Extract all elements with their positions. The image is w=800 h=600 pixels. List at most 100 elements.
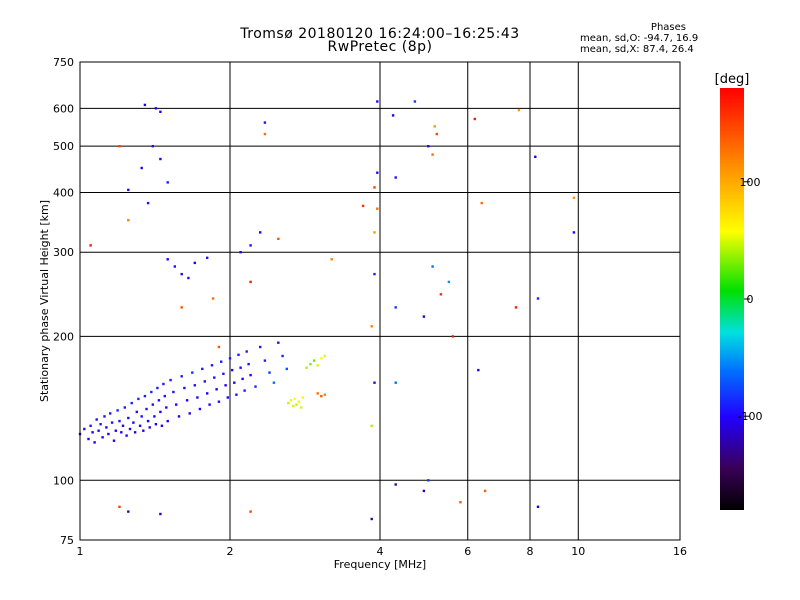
data-point [173,265,176,268]
data-point [93,441,96,444]
x-tick-label: 10 [571,545,585,558]
grid-lines [80,62,680,540]
data-point [110,421,114,424]
data-point [287,401,290,405]
data-point [431,265,434,268]
data-point [239,366,242,369]
data-point [150,390,153,394]
data-point [87,437,90,441]
colorbar [720,88,744,510]
data-point [237,353,240,356]
data-point [376,100,379,103]
data-point [435,132,438,136]
data-point [121,424,125,427]
data-point [159,110,162,113]
colorbar-label: [deg] [715,72,750,87]
data-point [245,350,248,353]
data-point [473,117,476,121]
data-point [162,382,165,386]
data-point [146,419,150,423]
data-point [394,381,397,384]
data-point [196,396,199,399]
x-tick-label: 1 [77,545,84,558]
data-point [151,403,154,406]
data-point [277,237,280,240]
data-point [206,256,209,259]
data-point [330,258,333,261]
data-point [316,364,319,367]
data-point [427,145,430,148]
x-axis-label: Frequency [MHz] [334,558,426,571]
data-point [137,397,140,401]
data-point [154,423,158,426]
data-point [135,410,138,414]
data-point [447,280,451,284]
x-tick-label: 16 [673,545,687,558]
data-point [376,207,379,210]
data-point [241,377,244,381]
data-point [211,297,215,300]
data-point [180,375,183,378]
data-point [127,416,130,420]
data-point [323,393,326,396]
data-point [249,510,252,513]
data-point [217,345,221,349]
data-point [143,103,147,107]
data-point [249,280,252,284]
data-point [109,412,112,415]
data-point [180,306,183,309]
data-point [220,360,223,363]
data-point [138,424,142,427]
data-point [422,315,426,318]
data-point [193,384,196,387]
data-point [394,176,397,179]
data-point [83,427,86,431]
phase-x-mode-stats: mean, sd,X: 87.4, 26.4 [580,44,694,55]
data-point [480,201,483,205]
phase-heading: Phases [650,22,686,33]
data-point [159,410,162,414]
data-point [160,424,164,427]
data-point [376,171,379,174]
data-point [172,390,175,394]
data-point [166,258,169,261]
data-point [89,424,92,427]
data-point [394,306,397,309]
data-point [151,145,154,148]
data-point [259,345,262,349]
data-point [177,415,181,418]
y-tick-label: 300 [53,246,74,259]
colorbar-tick-label: -100 [738,410,763,423]
chart-title: Tromsø 20180120 16:24:00–16:25:43 [240,26,520,42]
data-point [263,121,267,124]
data-point [268,371,271,374]
data-point [243,389,246,392]
data-point [370,424,373,427]
data-point [114,429,117,432]
data-point [320,357,323,360]
data-point [188,412,191,415]
data-point [320,394,323,398]
data-point [235,393,238,396]
data-point [112,439,116,442]
data-point [157,399,161,402]
data-point [222,372,225,375]
data-point [133,431,137,434]
data-point [146,201,150,205]
data-point [433,125,436,128]
data-point [128,427,132,431]
data-point [103,415,106,418]
data-point [127,219,130,222]
data-point [422,489,426,493]
data-point [289,399,293,402]
y-tick-label: 75 [60,534,74,547]
data-point [213,376,216,379]
data-point [215,388,218,391]
data-point [517,108,521,112]
data-point [142,429,145,432]
data-point [127,188,130,192]
data-point [534,155,537,158]
data-point [166,181,169,184]
chart-subtitle: RwPretec (8p) [327,39,433,55]
